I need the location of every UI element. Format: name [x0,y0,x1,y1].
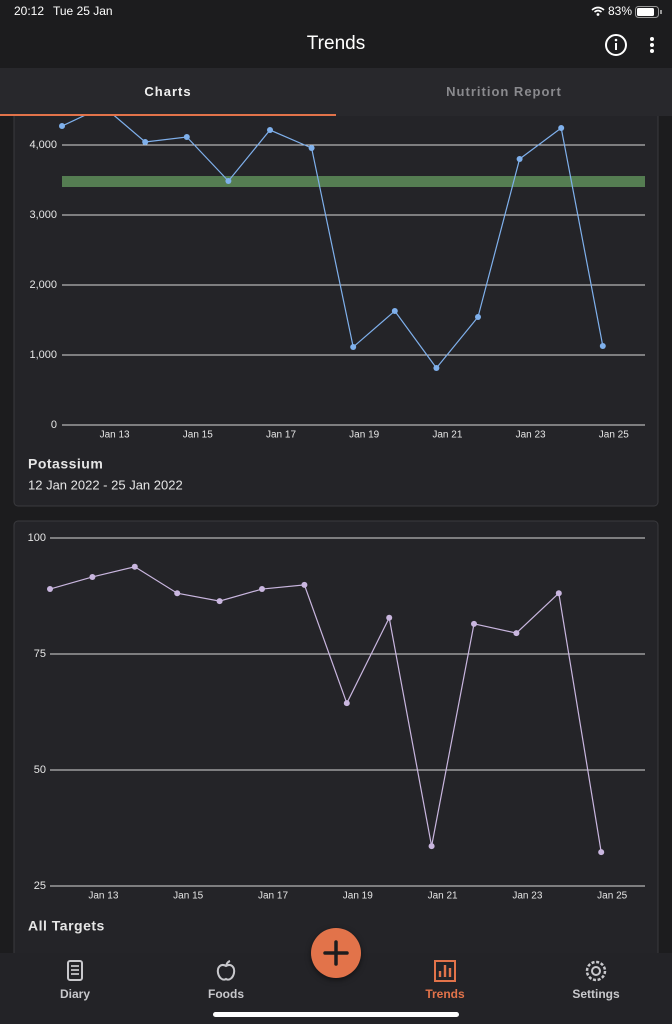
data-point [343,700,350,707]
y-tick-label: 75 [34,648,46,660]
data-point [131,563,138,570]
y-tick-label: 25 [34,880,46,892]
wifi-icon [591,6,605,16]
y-tick-label: 3,000 [29,209,57,221]
nav-label: Trends [425,987,465,1001]
x-tick-label: Jan 19 [349,430,379,441]
info-button[interactable] [604,33,628,57]
nav-label: Foods [208,987,244,1001]
data-line [61,105,604,370]
y-tick-label: 1,000 [29,349,57,361]
data-point [555,590,562,597]
x-tick-label: Jan 21 [432,430,462,441]
y-tick-label: 4,000 [29,139,57,151]
x-tick-label: Jan 23 [512,891,542,902]
data-point [174,590,181,597]
battery-icon [635,6,662,18]
status-date: Tue 25 Jan [53,4,113,18]
home-indicator [213,1012,459,1017]
data-point [267,127,273,134]
data-point [386,614,393,621]
data-point [301,581,308,588]
x-tick-label: Jan 15 [183,430,213,441]
target-band [62,176,645,187]
chart-card [13,79,659,507]
y-tick-label: 100 [28,532,46,544]
data-line [49,566,602,853]
nav-item[interactable]: Diary [15,957,135,1001]
y-tick-label: 2,000 [29,279,57,291]
data-point [558,124,565,131]
data-point [59,123,65,130]
data-point [428,843,435,850]
x-tick-label: Jan 23 [516,430,546,441]
chart-card [13,520,659,982]
data-point [259,586,265,593]
x-tick-label: Jan 13 [88,891,118,902]
data-point [599,342,606,349]
data-point [516,156,523,162]
data-point [47,586,53,593]
data-point [89,573,96,580]
data-point [471,620,477,627]
plus-icon [323,940,349,966]
nav-item[interactable]: Settings [536,957,656,1001]
tab[interactable]: Nutrition Report [446,84,562,99]
nav-item[interactable]: Foods [166,957,286,1001]
chart-subtitle: 12 Jan 2022 - 25 Jan 2022 [28,477,183,492]
data-point [433,365,440,372]
data-point [216,598,223,605]
x-tick-label: Jan 21 [428,891,458,902]
x-tick-label: Jan 17 [258,891,288,902]
x-tick-label: Jan 25 [597,891,627,902]
add-button[interactable] [311,928,361,978]
y-tick-label: 50 [34,764,46,776]
status-time: 20:12 [14,4,45,18]
x-tick-label: Jan 13 [100,430,130,441]
data-point [475,313,481,320]
page-title: Trends [306,33,366,54]
x-tick-label: Jan 19 [343,891,373,902]
x-tick-label: Jan 25 [599,430,629,441]
data-point [308,145,315,152]
data-point [598,849,605,856]
x-tick-label: Jan 15 [173,891,203,902]
nav-icon [216,960,236,981]
nav-label: Diary [59,987,91,1001]
data-point [350,344,357,351]
data-point [183,134,190,141]
tab-bar: Charts Nutrition Report [0,68,672,116]
nav-icon [67,960,83,981]
data-point [513,630,520,637]
nav-icon [585,960,607,982]
nav-icon [434,960,456,982]
top-bar: 20:12 Tue 25 Jan 83% Trends Charts Nutrit… [0,0,672,116]
y-tick-label: 0 [51,419,57,431]
tab[interactable]: Charts [0,68,336,116]
chart-title: All Targets [28,918,105,934]
data-point [391,307,398,314]
nav-item[interactable]: Trends [385,957,505,1001]
status-battery: 83% [608,4,633,18]
more-button[interactable] [646,35,658,55]
x-tick-label: Jan 17 [266,430,296,441]
chart-title: Potassium [28,456,103,472]
nav-label: Settings [572,987,620,1001]
data-point [142,138,149,145]
data-point [225,177,232,184]
